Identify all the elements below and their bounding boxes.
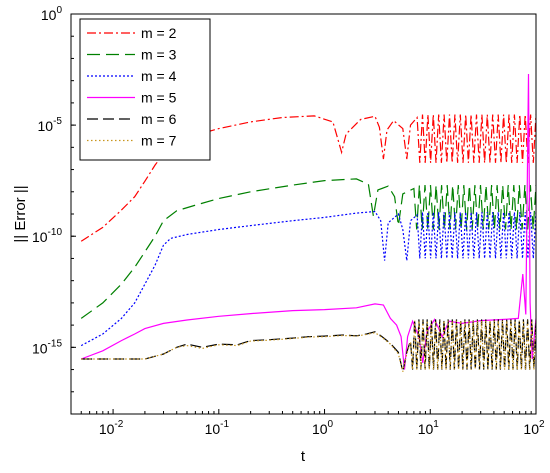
legend-label: m = 2 xyxy=(141,25,177,41)
x-tick-label: 10-1 xyxy=(205,419,230,437)
series-line-m2 xyxy=(80,114,536,242)
legend: m = 2 m = 3 m = 4 m = 5 m = 6 m = 7 xyxy=(79,18,211,161)
legend-label: m = 5 xyxy=(141,90,177,106)
x-tick-label: 10-2 xyxy=(99,419,124,437)
x-axis-label: t xyxy=(301,448,306,465)
series-layer xyxy=(80,73,536,372)
legend-box xyxy=(79,18,211,161)
legend-label: m = 7 xyxy=(141,133,177,149)
legend-label: m = 4 xyxy=(141,68,177,84)
y-axis-label: || Error || xyxy=(12,185,29,242)
legend-label: m = 3 xyxy=(141,47,177,63)
legend-label: m = 6 xyxy=(141,111,177,127)
y-tick-label: 100 xyxy=(41,5,63,23)
x-tick-label: 101 xyxy=(418,419,440,437)
y-tick-label: 10-15 xyxy=(32,338,62,356)
y-tick-label: 10-5 xyxy=(38,116,63,134)
plot-frame xyxy=(70,13,537,415)
x-tick-label: 100 xyxy=(312,419,334,437)
series-line-m3 xyxy=(80,178,536,319)
y-tick-label: 10-10 xyxy=(32,227,62,245)
x-tick-label: 102 xyxy=(523,419,545,437)
series-line-m4 xyxy=(80,210,536,347)
